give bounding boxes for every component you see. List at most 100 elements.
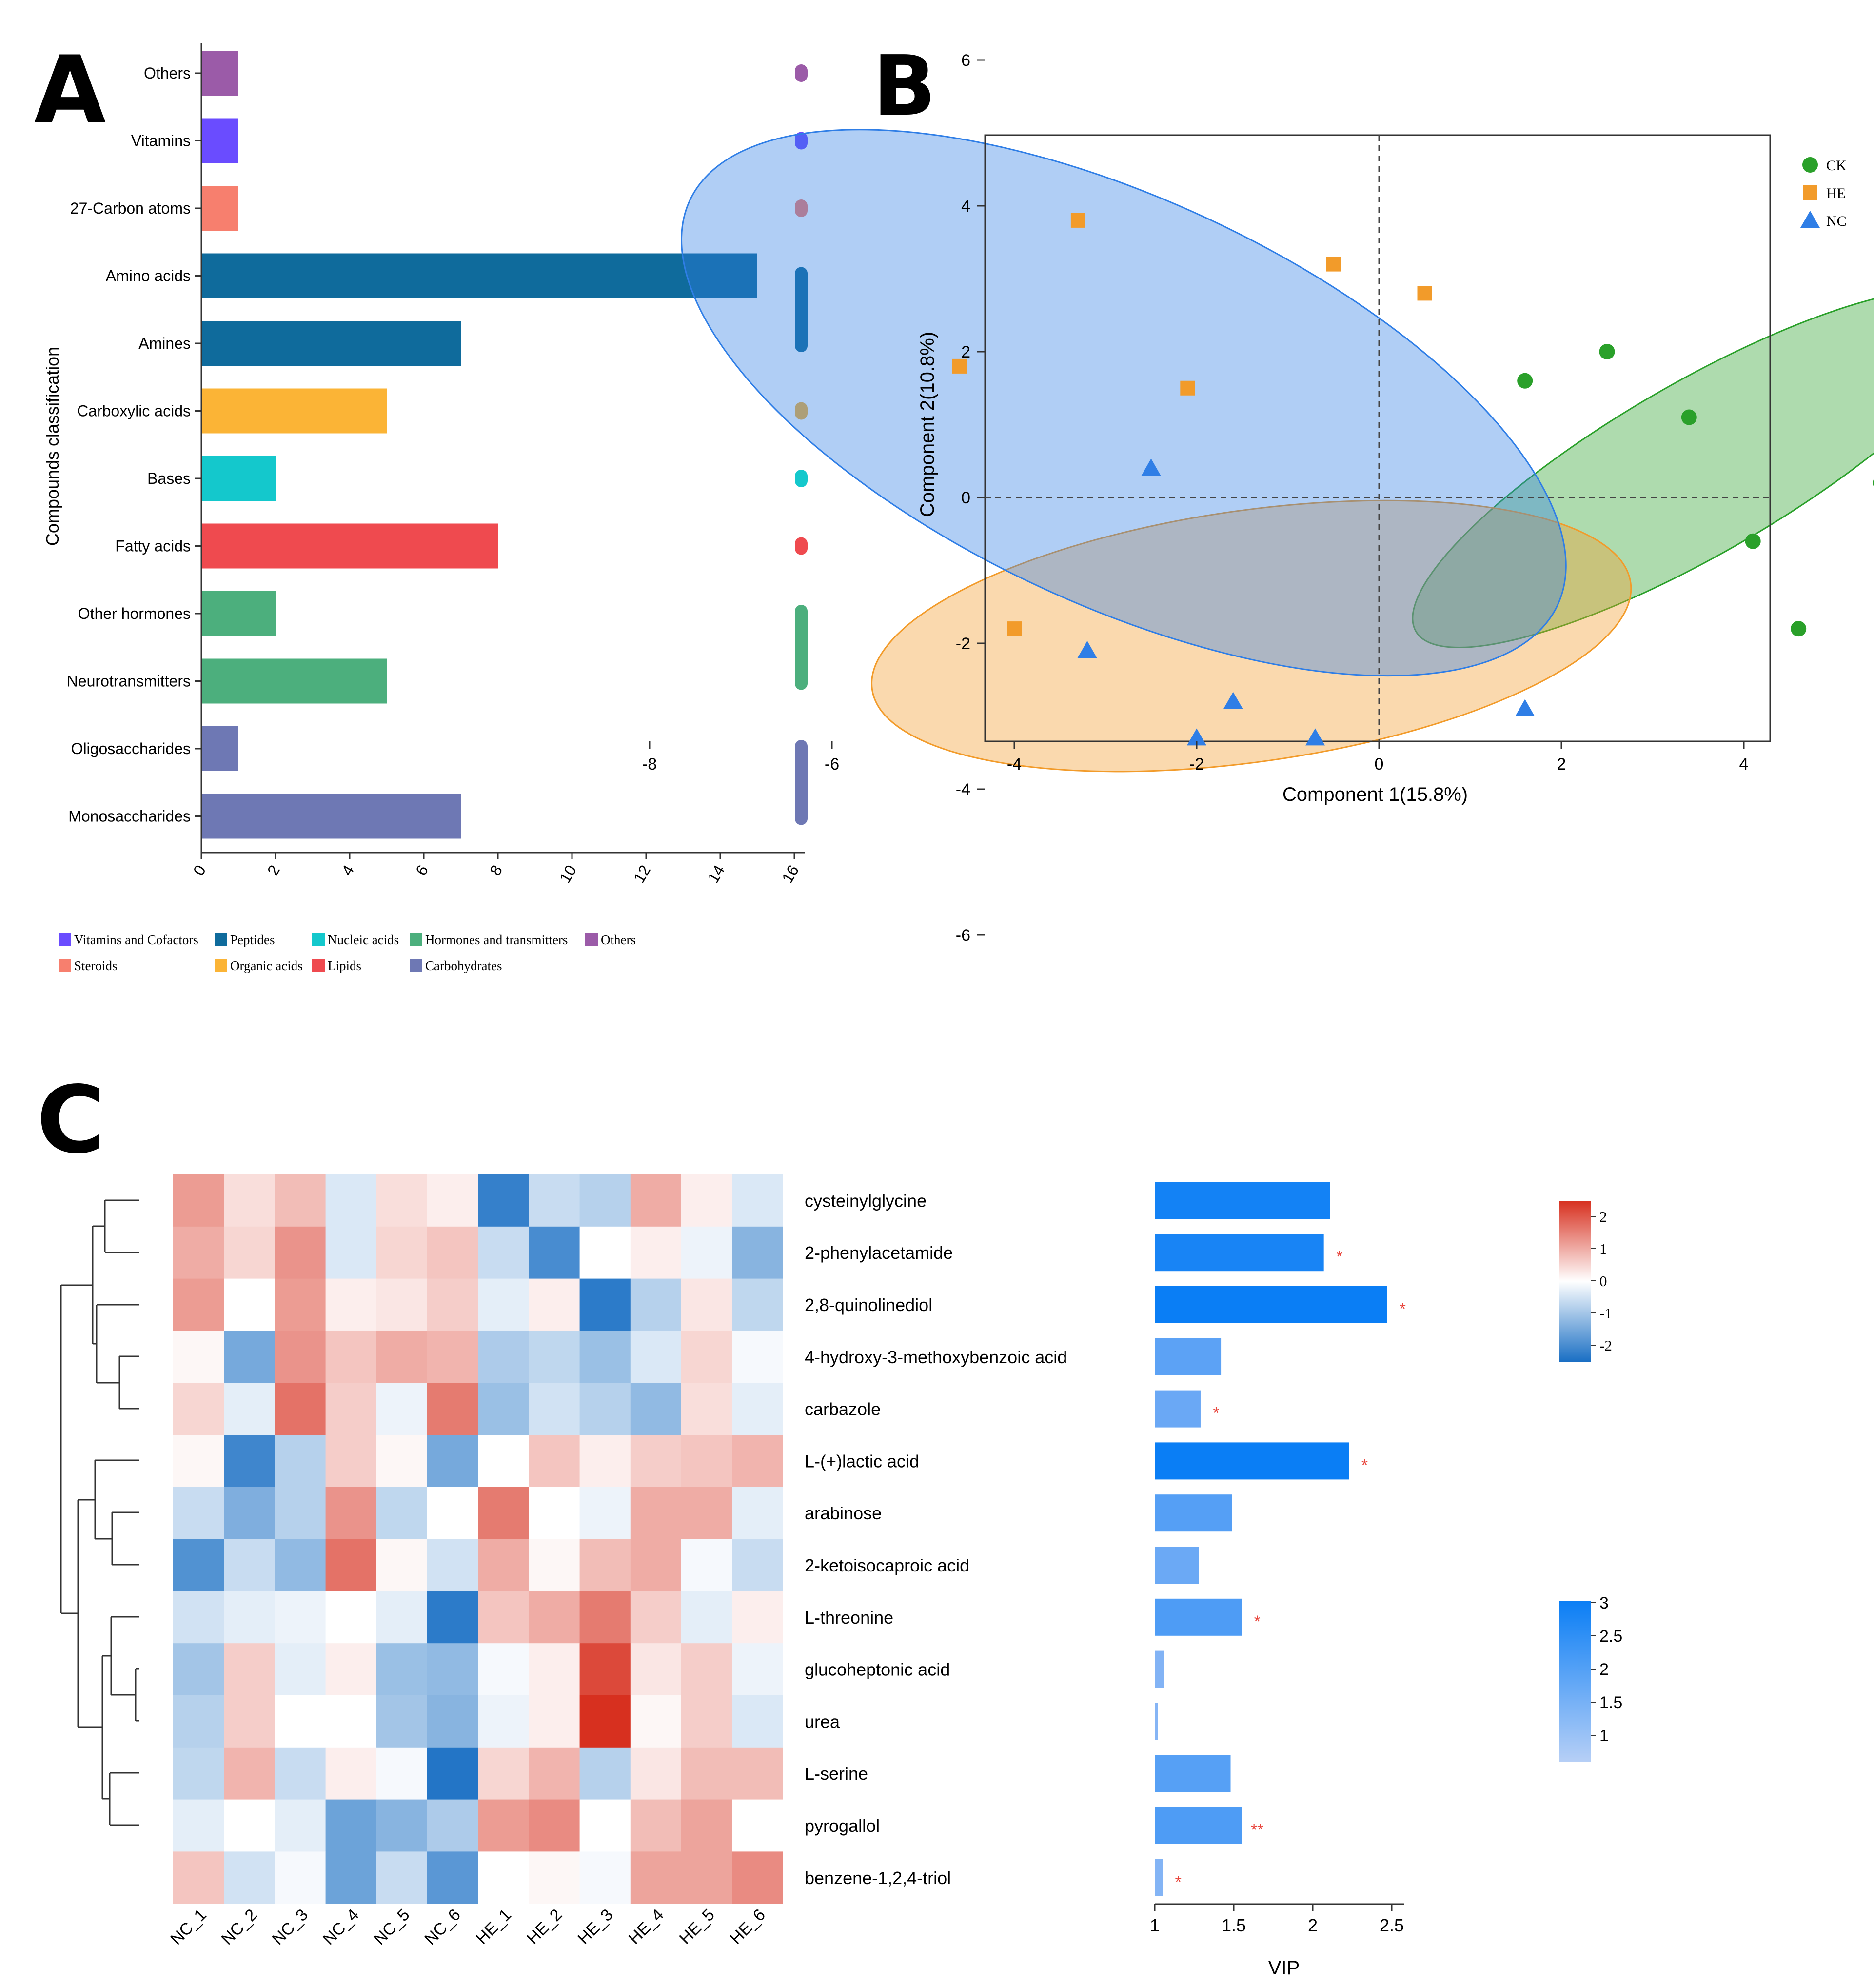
heat-tick-label-3: -1 (1599, 1305, 1612, 1322)
panel-a: A Others Vitamins 27-Carbon atoms Amino aci… (34, 36, 808, 973)
vip-bar-8 (1155, 1598, 1242, 1636)
heatmap-cell (376, 1643, 428, 1696)
point-he-2 (1417, 286, 1432, 301)
heatmap-cell (376, 1226, 428, 1279)
vip-bar-7 (1155, 1547, 1199, 1584)
panel-a-bars (201, 51, 757, 839)
heatmap-cell (732, 1383, 783, 1435)
point-nc-0 (1141, 458, 1161, 476)
heatmap-cell (529, 1278, 580, 1331)
heatmap-cell (376, 1435, 428, 1488)
vip-bar-0 (1155, 1182, 1330, 1219)
x-tick-label-5: 2 (1557, 755, 1566, 774)
category-label-7: Fatty acids (115, 537, 191, 555)
y-tick-label-5: 4 (961, 197, 970, 216)
heatmap-cell (529, 1487, 580, 1540)
heatmap-cell (681, 1747, 732, 1800)
x-tick-label-1: -6 (825, 755, 839, 774)
heatmap-cell (579, 1591, 631, 1644)
panel-b-points (952, 213, 1874, 746)
category-label-8: Other hormones (78, 605, 191, 622)
heatmap-cell (681, 1174, 732, 1227)
heatmap-cell (325, 1591, 377, 1644)
heatmap-cell (681, 1643, 732, 1696)
vip-bar-2 (1155, 1286, 1387, 1323)
vip-tick-label-0: 1 (1150, 1915, 1160, 1935)
heatmap-cell (427, 1539, 478, 1591)
bar-8 (201, 591, 276, 636)
panel-c-heatmap (173, 1174, 783, 1904)
legend-marker-ck (1802, 157, 1818, 173)
category-label-6: Bases (147, 470, 191, 487)
column-label-3: NC_4 (319, 1906, 362, 1948)
heatmap-cell (478, 1331, 529, 1383)
heatmap-cell (529, 1226, 580, 1279)
point-ck-2 (1681, 409, 1697, 425)
heatmap-cell (681, 1799, 732, 1852)
heatmap-cell (630, 1591, 682, 1644)
heatmap-cell (173, 1383, 224, 1435)
heatmap-cell (275, 1226, 326, 1279)
column-label-1: NC_2 (218, 1906, 261, 1948)
legend-swatch-carbohydrates (410, 959, 422, 972)
heat-colorbar-ticks: 2 1 0 -1 -2 (1591, 1208, 1612, 1354)
heatmap-cell (732, 1487, 783, 1540)
group-indicator-others (795, 64, 808, 82)
heatmap-cell (325, 1695, 377, 1748)
legend-label-hormones: Hormones and transmitters (425, 933, 568, 947)
category-label-2: 27-Carbon atoms (70, 199, 191, 217)
heatmap-cell (224, 1487, 275, 1540)
column-label-8: HE_3 (574, 1906, 616, 1948)
heatmap-cell (376, 1278, 428, 1331)
heatmap-cell (173, 1226, 224, 1279)
heatmap-cell (579, 1383, 631, 1435)
bar-7 (201, 523, 498, 569)
vip-bar-12 (1155, 1807, 1242, 1844)
heatmap-cell (224, 1435, 275, 1488)
x-tick-label-2: 4 (338, 862, 357, 878)
heatmap-cell (275, 1487, 326, 1540)
heatmap-cell (478, 1643, 529, 1696)
panel-a-category-labels: Others Vitamins 27-Carbon atoms Amino acids… (67, 64, 201, 825)
heatmap-cell (529, 1799, 580, 1852)
heatmap-cell (275, 1278, 326, 1331)
panel-b-y-ticks: -6-4-20246810 (956, 51, 985, 945)
vip-colorbar-tick-label-1: 2.5 (1599, 1627, 1622, 1646)
legend-swatch-hormones (410, 933, 422, 946)
heat-tick-label-0: 2 (1599, 1208, 1607, 1225)
point-nc-2 (1223, 692, 1243, 709)
group-indicator-organic_acids (795, 402, 808, 420)
heatmap-cell (275, 1435, 326, 1488)
bar-11 (201, 794, 461, 839)
heatmap-cell (173, 1747, 224, 1800)
heatmap-cell (376, 1799, 428, 1852)
x-tick-label-1: 2 (264, 862, 283, 878)
point-nc-3 (1187, 728, 1206, 746)
heatmap-cell (732, 1435, 783, 1488)
category-label-9: Neurotransmitters (67, 673, 191, 690)
legend-label-steroids: Steroids (74, 958, 118, 973)
column-label-0: NC_1 (167, 1906, 210, 1948)
panel-b-legend: CK HE NC (1800, 157, 1847, 229)
significance-mark-4: * (1213, 1404, 1219, 1423)
heatmap-cell (173, 1643, 224, 1696)
legend-label-ck: CK (1826, 158, 1847, 174)
heatmap-cell (224, 1851, 275, 1904)
category-label-5: Carboxylic acids (77, 402, 191, 420)
heatmap-cell (224, 1591, 275, 1644)
y-tick-label-2: -2 (956, 635, 970, 653)
heatmap-cell (427, 1643, 478, 1696)
heatmap-cell (478, 1591, 529, 1644)
heatmap-cell (325, 1435, 377, 1488)
heatmap-cell (681, 1539, 732, 1591)
category-label-11: Monosaccharides (68, 808, 191, 825)
point-he-4 (1180, 380, 1195, 396)
x-tick-label-0: 0 (190, 862, 209, 878)
heatmap-cell (427, 1695, 478, 1748)
heatmap-cell (325, 1278, 377, 1331)
panel-c-vip-colorbar: 3 2.5 2 1.5 1 (1559, 1594, 1622, 1762)
heatmap-cell (173, 1331, 224, 1383)
heatmap-cell (325, 1799, 377, 1852)
row-label-5: L-(+)lactic acid (805, 1451, 919, 1471)
column-label-11: HE_6 (727, 1906, 769, 1948)
